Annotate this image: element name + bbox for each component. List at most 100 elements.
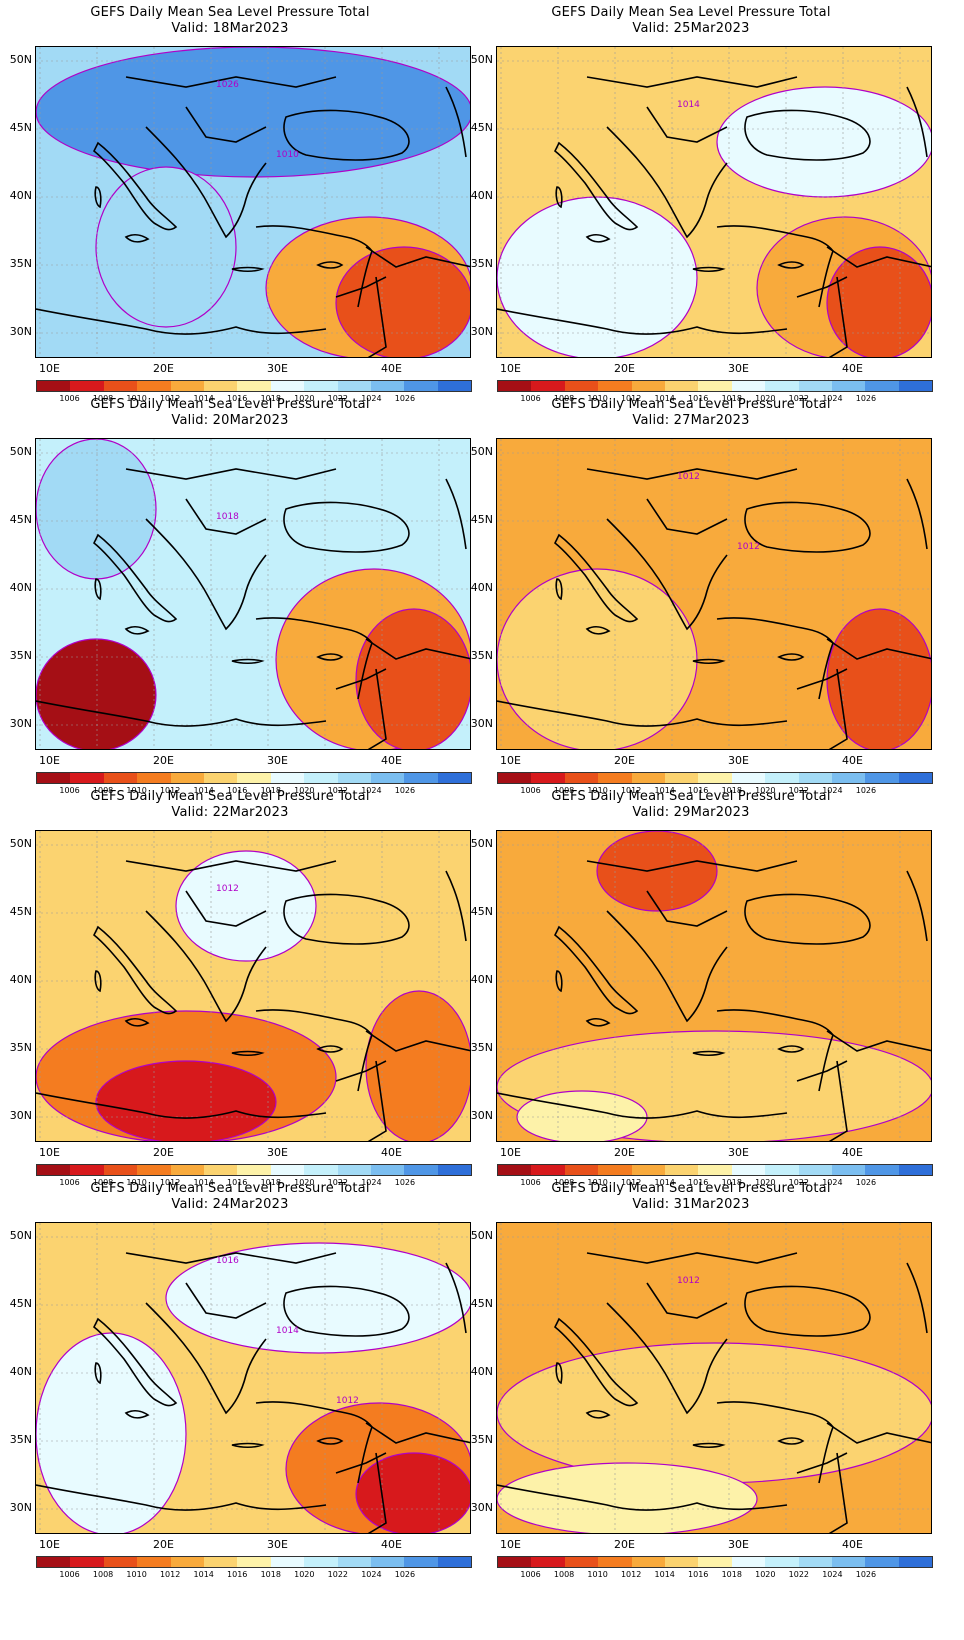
coastline [716, 225, 834, 308]
colorbar-swatch [237, 381, 271, 391]
contour-label: 1014 [276, 1326, 299, 1336]
colorbar-swatch [798, 381, 832, 391]
y-tick-label: 50N [9, 445, 32, 458]
x-tick-label: 10E [500, 754, 521, 767]
colorbar-swatch [631, 381, 665, 391]
coastline [828, 1060, 848, 1141]
colorbar-label: 1022 [327, 1570, 349, 1579]
y-tick-label: 40N [9, 581, 32, 594]
x-tick-label: 40E [842, 1538, 863, 1551]
x-tick-label: 30E [267, 362, 288, 375]
colorbar-swatch [103, 773, 138, 783]
colorbar-swatch [731, 773, 766, 783]
pressure-region [355, 608, 470, 749]
colorbar-label: 1020 [294, 1178, 315, 1187]
panel-title: GEFS Daily Mean Sea Level Pressure Total [551, 789, 831, 804]
colorbar-label: 1012 [620, 1178, 642, 1187]
coastline [36, 700, 327, 727]
colorbar-label: 1022 [788, 1178, 810, 1187]
x-tick-label: 30E [728, 754, 749, 767]
coastline [585, 234, 611, 243]
colorbar-swatch [564, 1557, 599, 1567]
colorbar-label: 1016 [688, 1178, 709, 1187]
coastline [92, 925, 178, 1015]
colorbar-swatch [337, 1557, 371, 1567]
y-tick-label: 35N [470, 1433, 493, 1446]
coastline [646, 1282, 728, 1319]
colorbar-label: 1010 [126, 1178, 147, 1187]
pressure-region [95, 166, 237, 328]
colorbar-swatch [270, 1557, 305, 1567]
colorbar-label: 1012 [159, 786, 181, 795]
coastline [606, 518, 728, 631]
pressure-map: 1012 [496, 1222, 932, 1534]
colorbar-swatch [798, 1557, 832, 1567]
coastline [365, 1422, 470, 1444]
coastline [692, 1050, 726, 1057]
colorbar-swatch [404, 773, 438, 783]
colorbar-swatch [270, 773, 305, 783]
colorbar-label: 1016 [227, 394, 248, 403]
colorbar-swatch [831, 1557, 866, 1567]
y-tick-label: 30N [470, 717, 493, 730]
colorbar-label: 1010 [126, 1570, 147, 1579]
colorbar-swatch [798, 773, 832, 783]
colorbar-swatch [664, 1165, 699, 1175]
coastline [744, 501, 871, 553]
colorbar-swatch [698, 381, 732, 391]
colorbar-label: 1012 [159, 1178, 181, 1187]
colorbar [36, 772, 472, 784]
colorbar-label: 1022 [788, 1570, 810, 1579]
coastline [553, 141, 639, 231]
coastline [777, 1437, 805, 1445]
colorbar-swatch [137, 773, 171, 783]
pressure-region [165, 1242, 470, 1354]
colorbar-label: 1016 [688, 394, 709, 403]
coastline [445, 1262, 467, 1334]
coastline [716, 1401, 834, 1484]
colorbar-label: 1016 [688, 786, 709, 795]
x-tick-label: 40E [842, 1146, 863, 1159]
colorbar-label: 1018 [260, 394, 281, 403]
colorbar-swatch [865, 773, 899, 783]
coastline [316, 653, 344, 661]
colorbar-swatch [598, 1557, 632, 1567]
coastline [744, 1285, 871, 1337]
y-tick-label: 40N [470, 973, 493, 986]
pressure-region [596, 831, 718, 912]
colorbar-label: 1016 [227, 786, 248, 795]
colorbar-swatch [337, 1165, 371, 1175]
coastline [744, 109, 871, 161]
coastline [555, 970, 563, 993]
colorbar-label: 1018 [260, 1178, 281, 1187]
map-panel: GEFS Daily Mean Sea Level Pressure Total… [461, 392, 933, 802]
x-tick-label: 30E [728, 1538, 749, 1551]
colorbar-label: 1018 [721, 786, 742, 795]
colorbar-swatch [70, 381, 104, 391]
coastline [553, 925, 639, 1015]
colorbar-swatch [898, 773, 933, 783]
colorbar-label: 1006 [59, 1570, 80, 1579]
colorbar-label: 1010 [126, 394, 147, 403]
colorbar-label: 1020 [755, 1178, 776, 1187]
pressure-region [36, 439, 157, 580]
y-tick-label: 35N [470, 649, 493, 662]
colorbar-swatch [270, 1165, 305, 1175]
colorbar-label: 1018 [260, 786, 281, 795]
colorbar-swatch [498, 773, 532, 783]
colorbar-label: 1008 [92, 1178, 114, 1187]
y-tick-label: 45N [9, 513, 32, 526]
panel-title: GEFS Daily Mean Sea Level Pressure Total [551, 5, 831, 20]
panel-valid-date: Valid: 22Mar2023 [171, 805, 289, 820]
colorbar-swatch [731, 1165, 766, 1175]
coastline [231, 658, 265, 665]
coastline [445, 478, 467, 550]
y-tick-label: 40N [470, 581, 493, 594]
colorbar-label: 1022 [788, 786, 810, 795]
coastline [586, 860, 798, 872]
colorbar-label: 1006 [520, 1570, 541, 1579]
coastline [36, 1484, 327, 1511]
coastline [335, 1060, 387, 1082]
coastline [826, 1422, 931, 1444]
colorbar-label: 1024 [361, 394, 382, 403]
